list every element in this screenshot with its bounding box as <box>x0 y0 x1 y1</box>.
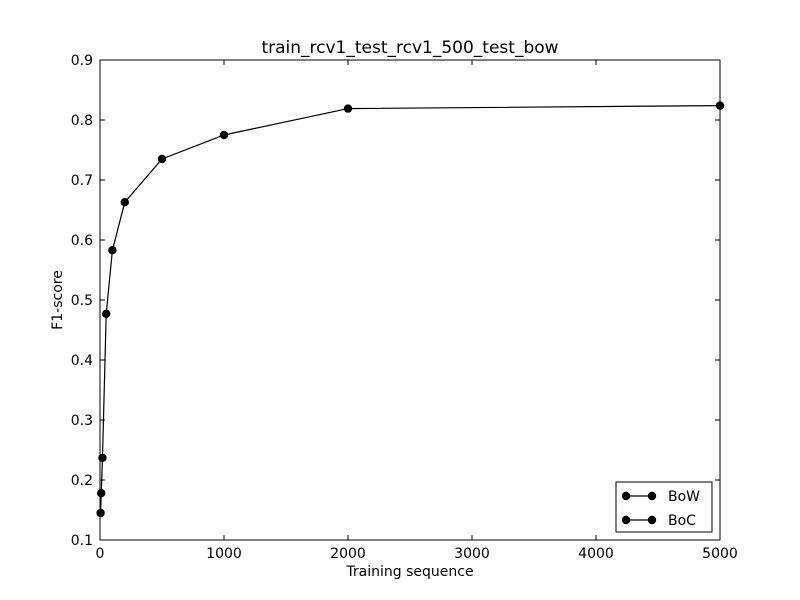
y-tick-label: 0.2 <box>71 473 93 489</box>
y-tick-label: 0.8 <box>71 113 93 129</box>
y-tick-label: 0.5 <box>71 293 93 309</box>
y-tick-label: 0.3 <box>71 413 93 429</box>
legend-label-bow: BoW <box>668 489 700 505</box>
data-point <box>343 104 353 113</box>
chart-title: train_rcv1_test_rcv1_500_test_bow <box>261 38 558 58</box>
data-point <box>715 101 725 110</box>
data-point <box>97 489 106 498</box>
data-point <box>120 198 129 207</box>
data-point <box>108 246 117 255</box>
x-tick-label: 1000 <box>206 546 242 562</box>
y-tick-label: 0.9 <box>71 53 93 69</box>
data-point <box>102 309 111 318</box>
data-point <box>98 453 107 462</box>
x-tick-label: 2000 <box>330 546 366 562</box>
plot-area: 0 1000 2000 3000 4000 5000 0.1 0.2 0.3 0.4 0.5 0.6 0… <box>71 53 738 562</box>
series-line-bow <box>100 105 721 514</box>
legend-box <box>615 481 713 533</box>
legend-marker-boc <box>647 515 657 525</box>
legend-marker-boc <box>621 515 631 525</box>
x-tick-label: 4000 <box>578 546 614 562</box>
x-tick-label: 3000 <box>454 546 490 562</box>
y-tick-label: 0.4 <box>71 353 93 369</box>
legend-marker-bow <box>647 491 657 501</box>
y-tick-label: 0.6 <box>71 233 93 249</box>
x-axis-label: Training sequence <box>345 564 473 580</box>
y-tick-label: 0.7 <box>71 173 93 189</box>
legend-marker-bow <box>621 491 631 501</box>
y-tick-label: 0.1 <box>71 533 93 549</box>
x-tick-label: 0 <box>96 546 105 562</box>
legend-label-boc: BoC <box>668 513 696 529</box>
data-point <box>219 130 229 140</box>
y-axis-label: F1-score <box>50 270 66 330</box>
data-point <box>157 154 167 164</box>
x-tick-label: 5000 <box>702 546 738 562</box>
data-point <box>96 508 105 518</box>
